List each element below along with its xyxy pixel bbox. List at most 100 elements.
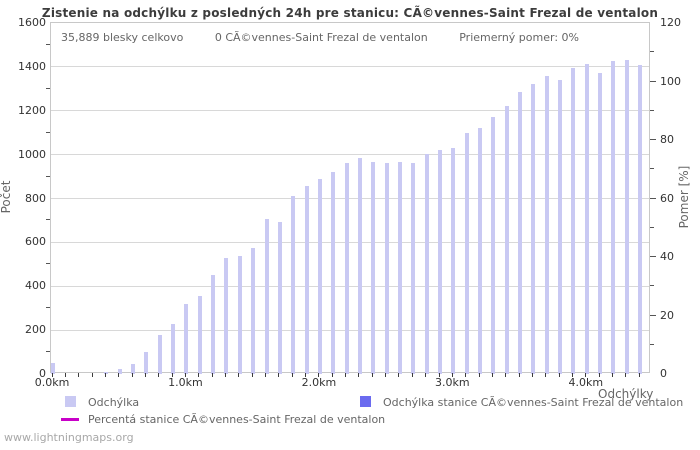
x-axis-tick-label: 1.0km [168, 376, 203, 389]
x-axis-tick [358, 373, 360, 377]
bar [211, 275, 216, 374]
x-axis-tick [545, 373, 547, 377]
x-axis-tick [438, 373, 440, 377]
bar [558, 80, 563, 374]
x-axis-tick-label: 3.0km [435, 376, 470, 389]
y-axis-tick-label: 200 [25, 323, 46, 337]
bar [291, 196, 296, 374]
x-axis-tick [425, 373, 427, 377]
legend-label-station-deviation: Odchýlka stanice CÃ©vennes-Saint Frezal … [383, 396, 684, 409]
bar [317, 178, 322, 374]
y-axis-tick-label: 40 [660, 250, 674, 263]
bar [584, 63, 589, 374]
gridline [51, 329, 649, 331]
legend-label-station-percent: Percentá stanice CÃ©vennes-Saint Frezal … [88, 413, 386, 426]
y-axis-minor-tick [650, 168, 654, 170]
x-axis-tick [158, 373, 160, 377]
station-count-label: 0 CÃ©vennes-Saint Frezal de ventalon [214, 31, 428, 44]
bar [237, 255, 242, 374]
x-axis-tick [331, 373, 333, 377]
legend-line-station-percent [61, 418, 79, 421]
bar [624, 60, 629, 374]
plot-area: 35,889 blesky celkovo 0 CÃ©vennes-Saint … [50, 22, 650, 374]
y-axis-minor-tick [650, 109, 654, 111]
y-axis-tick-label: 800 [25, 191, 46, 205]
bar [224, 257, 229, 374]
x-axis-tick [451, 373, 453, 377]
bar [478, 128, 483, 374]
x-axis-tick [291, 373, 293, 377]
bar [171, 323, 176, 374]
gridline [51, 66, 649, 68]
x-axis-tick [278, 373, 280, 377]
x-axis-tick [184, 373, 186, 377]
bar [638, 64, 643, 374]
bar [411, 163, 416, 374]
y-axis-minor-tick [46, 175, 50, 177]
y-axis-minor-tick [650, 226, 654, 228]
bar [544, 75, 549, 374]
y-axis-minor-tick [46, 131, 50, 133]
x-axis-tick [478, 373, 480, 377]
bar [184, 303, 189, 374]
x-axis-tick [251, 373, 253, 377]
gridline [51, 241, 649, 243]
y-axis-minor-tick [46, 87, 50, 89]
legend-label-deviation: Odchýlka [88, 396, 140, 409]
x-axis-tick [51, 373, 53, 377]
x-axis-tick [465, 373, 467, 377]
x-axis-tick [611, 373, 613, 377]
x-axis-tick-label: 0.0km [34, 376, 70, 389]
bar [304, 186, 309, 374]
x-axis-tick [305, 373, 307, 377]
x-axis-tick [491, 373, 493, 377]
x-axis-tick [318, 373, 320, 377]
x-axis-tick [585, 373, 587, 377]
gridline [51, 110, 649, 112]
y-axis-major-tick [650, 80, 656, 82]
y-axis-minor-tick [650, 51, 654, 53]
bar [518, 92, 523, 374]
x-axis-tick [518, 373, 520, 377]
bar [491, 117, 496, 374]
gridline [51, 198, 649, 199]
bar [438, 150, 442, 374]
x-axis-tick [638, 373, 640, 377]
gridline [51, 154, 649, 156]
y-axis-tick-label: 100 [660, 74, 681, 88]
x-axis-tick [64, 373, 66, 377]
x-axis-tick [171, 373, 173, 377]
y-axis-minor-tick [46, 263, 50, 265]
bar [104, 371, 109, 374]
x-axis-tick [411, 373, 413, 377]
y-axis-tick-label: 120 [660, 16, 681, 29]
bar [464, 132, 469, 374]
bar [504, 106, 509, 374]
y-axis-minor-tick [46, 307, 50, 309]
bar [51, 363, 55, 374]
legend-swatch-deviation [65, 396, 76, 407]
x-axis-tick [238, 373, 240, 377]
gridline [51, 285, 649, 287]
y-axis-minor-tick [650, 285, 654, 287]
x-axis-tick [265, 373, 267, 377]
y-axis-tick-label: 1200 [18, 103, 46, 117]
x-axis-tick [198, 373, 200, 377]
x-axis-tick [385, 373, 387, 377]
bar [144, 352, 149, 374]
x-axis-tick [398, 373, 400, 377]
average-ratio-label: Priemerný pomer: 0% [459, 31, 579, 44]
bar [598, 73, 603, 374]
bar [451, 148, 456, 374]
bar [131, 364, 136, 374]
x-axis-tick [505, 373, 507, 377]
legend-row-2: Percentá stanice CÃ©vennes-Saint Frezal … [0, 412, 700, 426]
bar [264, 219, 269, 374]
x-axis-tick [371, 373, 373, 377]
bar [397, 162, 402, 374]
x-axis-tick [224, 373, 226, 377]
info-bar: 35,889 blesky celkovo 0 CÃ©vennes-Saint … [61, 31, 607, 44]
y-axis-tick-label: 60 [660, 191, 674, 205]
legend-swatch-station-deviation [360, 396, 371, 407]
